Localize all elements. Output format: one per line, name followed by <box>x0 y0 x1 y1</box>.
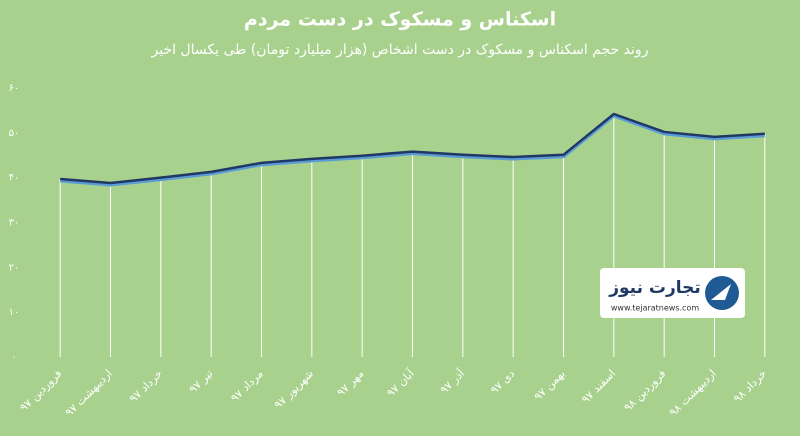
line <box>60 112 765 185</box>
y-tick-label: ۰ <box>11 352 16 363</box>
y-tick-label: ۲۰ <box>9 262 20 273</box>
watermark-icon-arrow <box>711 284 731 300</box>
watermark-box <box>600 268 745 318</box>
y-tick-label: ۱۰ <box>9 307 20 318</box>
watermark-url: www.tejaratnews.com <box>611 304 699 313</box>
y-tick-label: ۶۰ <box>9 83 20 94</box>
watermark: تجارت نیوز www.tejaratnews.com <box>600 268 745 318</box>
chart-subtitle: روند حجم اسکناس و مسکوک در دست اشخاص (هز… <box>151 42 649 58</box>
watermark-name: تجارت نیوز <box>608 278 701 298</box>
y-tick-label: ۴۰ <box>9 173 20 184</box>
y-tick-label: ۳۰ <box>9 218 20 229</box>
line-shadow <box>60 114 765 187</box>
y-tick-label: ۵۰ <box>9 128 20 139</box>
chart-title: اسکناس و مسکوک در دست مردم <box>244 9 556 31</box>
